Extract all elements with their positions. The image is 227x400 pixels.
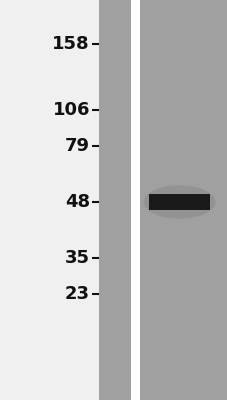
Bar bbox=[151, 201, 207, 203]
Ellipse shape bbox=[143, 185, 215, 219]
Bar bbox=[150, 199, 207, 205]
Bar bbox=[99, 0, 131, 400]
Text: 79: 79 bbox=[65, 137, 90, 155]
Bar bbox=[151, 201, 207, 203]
Bar bbox=[149, 194, 209, 210]
Bar bbox=[150, 200, 207, 204]
Bar bbox=[149, 195, 209, 209]
Text: 106: 106 bbox=[52, 101, 90, 119]
Bar bbox=[150, 200, 207, 204]
Bar bbox=[150, 198, 208, 206]
Bar bbox=[149, 197, 208, 207]
Text: 158: 158 bbox=[52, 35, 90, 53]
Bar bbox=[131, 0, 140, 400]
Text: 23: 23 bbox=[65, 285, 90, 303]
Bar bbox=[149, 196, 208, 208]
Text: 35: 35 bbox=[65, 249, 90, 267]
Text: 48: 48 bbox=[65, 193, 90, 211]
Bar bbox=[150, 198, 208, 206]
Bar bbox=[140, 0, 227, 400]
Bar bbox=[149, 196, 208, 208]
